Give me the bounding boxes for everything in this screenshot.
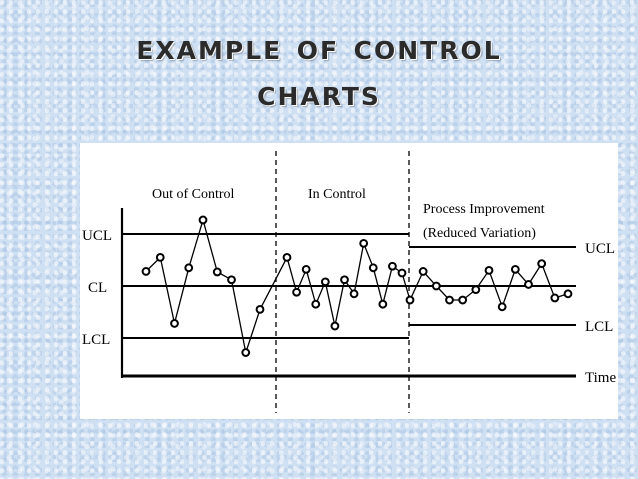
data-point-phase1-4 <box>184 263 194 273</box>
data-point-phase2-6 <box>330 321 340 331</box>
data-point-phase3-3 <box>431 281 441 291</box>
data-point-phase2-12 <box>388 261 397 271</box>
phase-label-3-line-2: (Reduced Variation) <box>423 226 536 241</box>
data-point-phase3-8 <box>497 302 507 312</box>
time-axis-label: Time <box>585 370 616 386</box>
data-point-phase2-1 <box>282 253 292 262</box>
data-point-phase3-10 <box>524 280 533 289</box>
control-chart: UCL CL LCL UCL LCL Time Out of Control In Contr… <box>82 151 616 413</box>
control-chart-panel: UCL CL LCL UCL LCL Time Out of Control In Contr… <box>80 143 618 419</box>
data-point-phase3-7 <box>484 266 494 275</box>
cl-label-left: CL <box>88 280 107 296</box>
data-point-phase2-11 <box>378 299 388 309</box>
data-point-phase1-5 <box>198 215 208 225</box>
data-point-phase1-7 <box>227 275 236 285</box>
data-point-phase3-5 <box>458 295 468 305</box>
data-point-phase1-1 <box>141 267 151 276</box>
data-point-phase2-3 <box>301 264 311 274</box>
data-point-phase3-13 <box>563 289 573 299</box>
ucl-label-right: UCL <box>585 241 615 257</box>
data-point-phase1-9 <box>255 305 265 314</box>
data-point-phase2-9 <box>359 238 369 248</box>
ucl-label-left: UCL <box>82 228 112 244</box>
data-point-phase3-9 <box>510 264 520 274</box>
phase-label-3-line-1: Process Improvement <box>423 202 545 217</box>
data-point-phase2-8 <box>349 289 359 299</box>
data-point-phase1-8 <box>241 348 251 357</box>
data-point-phase2-10 <box>368 263 378 273</box>
data-point-phase3-12 <box>550 293 560 303</box>
slide-title-line-1: Example of Control <box>136 27 502 68</box>
slide-title-line-2: Charts <box>257 73 381 114</box>
phase-label-2: In Control <box>308 187 366 202</box>
lcl-label-right: LCL <box>585 319 613 335</box>
data-point-phase2-13 <box>397 268 407 278</box>
phase-label-1: Out of Control <box>152 187 235 202</box>
data-point-phase2-7 <box>340 275 349 285</box>
data-point-phase3-1 <box>405 295 415 305</box>
data-point-phase3-2 <box>418 267 428 276</box>
data-point-phase2-2 <box>292 287 301 297</box>
data-point-phase1-2 <box>155 253 165 262</box>
data-point-phase3-11 <box>537 259 547 269</box>
data-point-phase2-4 <box>311 299 321 309</box>
data-point-phase3-4 <box>445 295 454 305</box>
data-point-phase3-6 <box>471 285 481 295</box>
lcl-label-left: LCL <box>82 332 110 348</box>
data-point-phase2-5 <box>320 277 330 287</box>
data-point-phase1-6 <box>212 267 222 277</box>
slide-title: Example of Control Charts <box>0 25 638 117</box>
data-point-phase1-3 <box>170 319 179 328</box>
